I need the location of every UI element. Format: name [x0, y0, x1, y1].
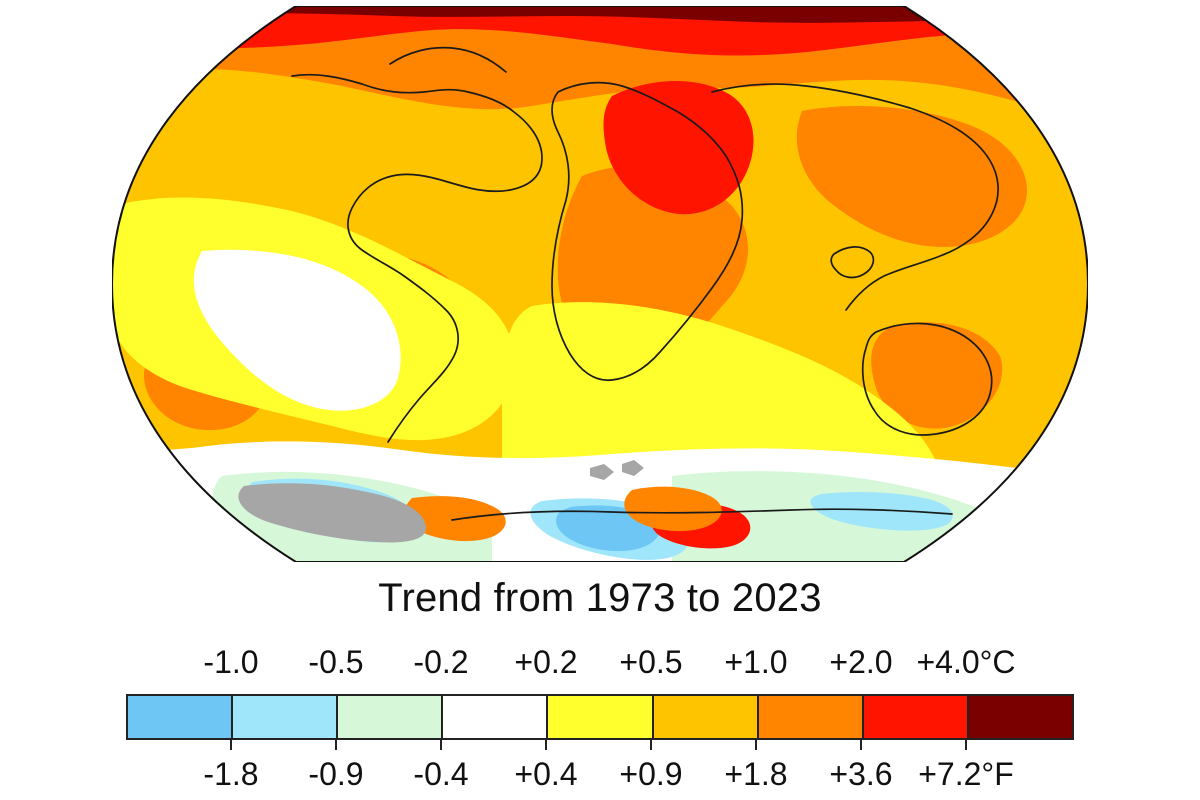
legend-swatch-5: [548, 696, 654, 738]
legend-swatch-4: [443, 696, 549, 738]
legend-celsius-label-1: -1.0: [203, 644, 259, 680]
legend-tick-4: [545, 738, 547, 750]
temperature-legend: -1.0 -0.5 -0.2 +0.2 +0.5 +1.0 +2.0 +4.0°…: [0, 630, 1200, 800]
legend-swatch-6: [653, 696, 759, 738]
no-data-area-center-1: [590, 464, 614, 480]
map-border: [112, 6, 1088, 562]
legend-tick-3: [440, 738, 442, 750]
legend-celsius-label-7: +2.0: [829, 644, 893, 680]
eurasia-extreme-warming: [603, 81, 754, 215]
eastern-pacific-minimal-change: [193, 249, 401, 411]
indian-ocean-sector-cooling: [810, 492, 953, 531]
legend-swatch-7: [758, 696, 864, 738]
greenland-coastline: [389, 46, 507, 73]
legend-celsius-label-3: -0.2: [413, 644, 469, 680]
legend-tick-7: [860, 738, 862, 750]
map-field: [112, 6, 1088, 562]
antarctic-warm-patch-left: [404, 496, 506, 542]
australia-warming: [871, 322, 1003, 429]
legend-swatch-2: [233, 696, 339, 738]
world-temperature-trend-map: [112, 6, 1088, 562]
legend-fahrenheit-label-6: +1.8: [724, 756, 788, 792]
legend-celsius-label-8: +4.0°C: [916, 644, 1016, 680]
legend-fahrenheit-label-2: -0.9: [308, 756, 364, 792]
coastlines: [291, 46, 999, 521]
map-title: Trend from 1973 to 2023: [378, 576, 822, 620]
asia-warming: [796, 106, 1027, 248]
legend-tick-2: [335, 738, 337, 750]
legend-fahrenheit-label-1: -1.8: [203, 756, 259, 792]
legend-celsius-label-5: +0.5: [619, 644, 683, 680]
no-data-area-center-2: [622, 460, 644, 476]
southeast-asia-island-coastline: [830, 246, 875, 279]
legend-celsius-label-4: +0.2: [514, 644, 578, 680]
no-data-area-west: [238, 483, 426, 543]
legend-color-bar: [126, 694, 1074, 740]
legend-swatch-1: [128, 696, 234, 738]
legend-celsius-label-6: +1.0: [724, 644, 788, 680]
legend-swatch-8: [863, 696, 969, 738]
legend-tick-6: [755, 738, 757, 750]
legend-fahrenheit-label-5: +0.9: [619, 756, 683, 792]
legend-tick-5: [650, 738, 652, 750]
americas-coastline: [291, 73, 543, 443]
australia-coastline: [861, 322, 993, 436]
legend-fahrenheit-label-4: +0.4: [514, 756, 578, 792]
antarctica-coastline: [451, 508, 953, 521]
legend-swatch-9: [968, 696, 1072, 738]
legend-fahrenheit-label-7: +3.6: [829, 756, 893, 792]
africa-europe-coastline: [551, 81, 744, 381]
legend-fahrenheit-label-3: -0.4: [413, 756, 469, 792]
polar-strongest-warming: [112, 6, 1088, 28]
antarctic-warm-patch-center: [624, 486, 722, 532]
legend-celsius-label-2: -0.5: [308, 644, 364, 680]
legend-fahrenheit-label-8: +7.2°F: [918, 756, 1014, 792]
legend-tick-1: [230, 738, 232, 750]
asia-coastline: [711, 83, 999, 311]
legend-tick-8: [965, 738, 967, 750]
legend-swatch-3: [338, 696, 444, 738]
